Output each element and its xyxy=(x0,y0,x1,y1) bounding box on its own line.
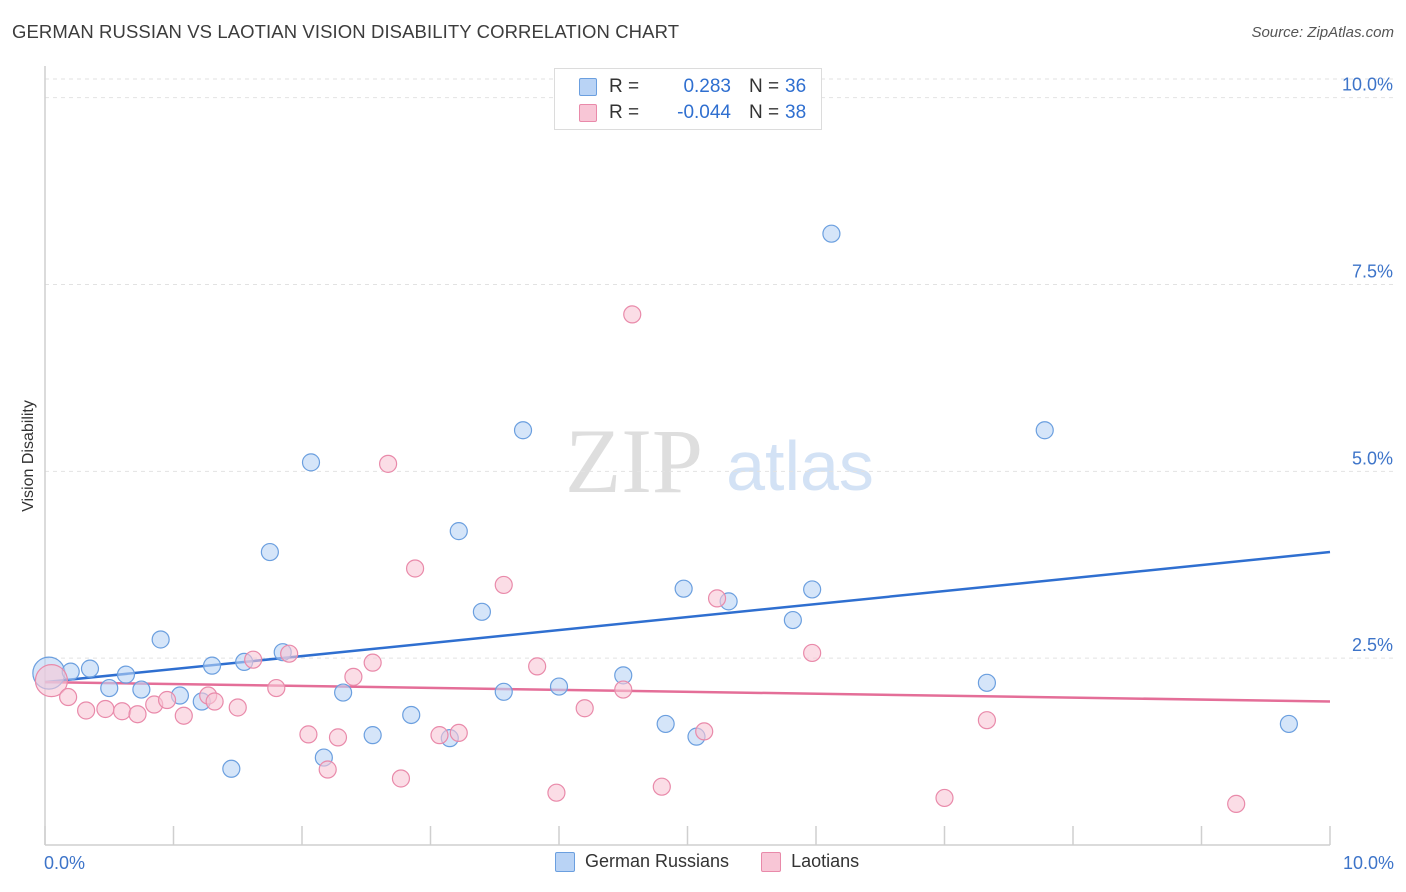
data-point-german-russians xyxy=(472,602,491,621)
y-tick-labels: 2.5% 5.0% 7.5% 10.0% xyxy=(1342,75,1393,655)
data-point-laotians xyxy=(363,653,382,672)
data-point-laotians xyxy=(299,725,318,744)
data-point-laotians xyxy=(34,663,69,698)
legend-row-laotians: R = -0.044 N = 38 xyxy=(579,100,806,126)
data-point-german-russians xyxy=(202,656,222,675)
legend-n-label: N = xyxy=(749,76,780,97)
legend-swatch-pink xyxy=(579,104,597,122)
data-point-laotians xyxy=(267,678,286,698)
legend-n-label: N = xyxy=(749,102,780,123)
data-point-laotians xyxy=(174,706,193,725)
data-point-german-russians xyxy=(151,630,170,649)
data-point-laotians xyxy=(449,723,468,743)
data-point-laotians xyxy=(244,650,263,669)
data-point-german-russians xyxy=(116,665,136,684)
legend-r-value: -0.044 xyxy=(677,102,731,123)
stats-legend: R = 0.283 N = 36 R = -0.044 N = 38 xyxy=(554,68,822,130)
data-point-laotians xyxy=(280,644,299,663)
data-point-laotians xyxy=(614,680,633,699)
data-point-laotians xyxy=(112,702,132,721)
data-point-german-russians xyxy=(301,453,321,472)
legend-row-german-russians: R = 0.283 N = 36 xyxy=(579,74,806,100)
watermark-zip: ZIP xyxy=(565,410,703,512)
legend-swatch-blue xyxy=(579,78,597,96)
legend-swatch-blue xyxy=(555,851,575,872)
data-point-laotians xyxy=(977,711,997,730)
data-point-laotians xyxy=(405,559,425,578)
data-point-german-russians xyxy=(494,682,513,701)
trend-lines xyxy=(44,550,1331,703)
data-point-german-russians xyxy=(132,680,151,699)
legend-series-name: Laotians xyxy=(791,851,860,871)
data-point-laotians xyxy=(318,760,337,779)
data-point-german-russians xyxy=(80,659,100,678)
data-point-german-russians xyxy=(260,542,279,562)
data-point-laotians xyxy=(391,769,411,788)
data-point-laotians xyxy=(575,699,594,718)
data-points xyxy=(32,224,1298,813)
legend-item-german-russians: German Russians xyxy=(555,851,729,872)
data-point-german-russians xyxy=(783,610,802,630)
data-point-german-russians xyxy=(222,759,241,778)
y-tick-label: 7.5% xyxy=(1352,262,1393,282)
data-point-laotians xyxy=(378,454,398,473)
watermark-atlas: atlas xyxy=(726,427,874,505)
legend-item-laotians: Laotians xyxy=(761,851,859,872)
data-point-laotians xyxy=(228,698,247,717)
legend-r-value: 0.283 xyxy=(683,76,731,97)
data-point-laotians xyxy=(328,728,348,747)
data-point-german-russians xyxy=(1035,421,1054,440)
data-point-german-russians xyxy=(363,726,382,745)
data-point-german-russians xyxy=(449,522,468,541)
x-tick-max: 10.0% xyxy=(1342,853,1394,873)
data-point-laotians xyxy=(344,667,363,686)
y-tick-label: 5.0% xyxy=(1352,448,1393,468)
data-point-german-russians xyxy=(334,683,353,702)
data-point-laotians xyxy=(695,722,714,741)
legend-n-value: 36 xyxy=(785,76,807,97)
data-point-german-russians xyxy=(100,678,119,698)
legend-n-value: 38 xyxy=(785,102,807,123)
trend-line-laotians xyxy=(44,680,1331,703)
data-point-laotians xyxy=(128,705,147,724)
data-point-german-russians xyxy=(513,421,533,440)
data-point-laotians xyxy=(430,726,449,745)
data-point-laotians xyxy=(652,777,671,796)
source-label: Source: ZipAtlas.com xyxy=(1251,24,1394,41)
data-point-laotians xyxy=(494,575,513,595)
y-tick-label: 2.5% xyxy=(1352,635,1393,655)
data-point-laotians xyxy=(935,788,954,808)
series-legend: German Russians Laotians xyxy=(555,851,891,872)
data-point-laotians xyxy=(547,783,566,802)
legend-r-label: R = xyxy=(609,102,640,123)
legend-swatch-pink xyxy=(761,851,782,872)
data-point-laotians xyxy=(205,692,224,711)
data-point-laotians xyxy=(157,690,177,710)
chart-title: GERMAN RUSSIAN VS LAOTIAN VISION DISABIL… xyxy=(12,21,680,42)
data-point-laotians xyxy=(59,687,78,707)
y-tick-label: 10.0% xyxy=(1342,75,1393,95)
data-point-laotians xyxy=(96,699,115,719)
axes xyxy=(44,66,1331,846)
data-point-german-russians xyxy=(674,579,693,598)
data-point-laotians xyxy=(77,701,96,720)
data-point-german-russians xyxy=(803,580,822,599)
data-point-german-russians xyxy=(1279,714,1298,734)
data-point-laotians xyxy=(623,305,642,324)
data-point-laotians xyxy=(528,657,547,676)
gridlines xyxy=(45,78,1395,659)
x-tick-min: 0.0% xyxy=(44,853,86,873)
data-point-laotians xyxy=(803,643,822,663)
legend-r-label: R = xyxy=(609,76,640,97)
data-point-german-russians xyxy=(977,673,997,692)
data-point-laotians xyxy=(1227,794,1246,813)
legend-series-name: German Russians xyxy=(585,851,730,871)
data-point-laotians xyxy=(707,589,727,608)
data-point-german-russians xyxy=(822,224,841,243)
data-point-german-russians xyxy=(656,714,675,734)
data-point-german-russians xyxy=(402,705,421,725)
data-point-german-russians xyxy=(549,677,569,696)
